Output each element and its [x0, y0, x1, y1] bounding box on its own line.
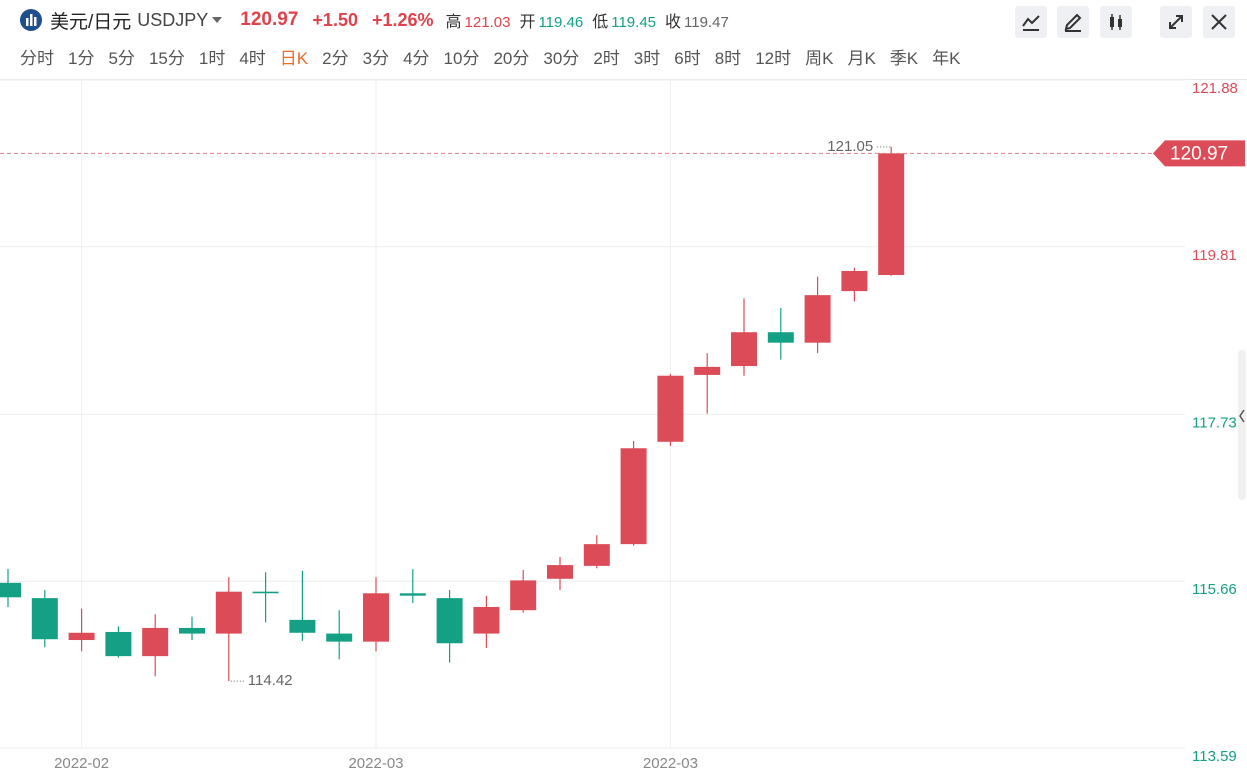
candle-body [510, 580, 537, 611]
candle-body [841, 270, 868, 292]
x-tick-label: 2022-02 [54, 755, 109, 772]
candle-body [289, 619, 316, 633]
candle-body [326, 633, 353, 642]
current-price-label: 120.97 [1170, 143, 1228, 164]
candle-body [363, 593, 389, 642]
tool-expand[interactable] [1160, 6, 1192, 38]
candle-body [694, 366, 721, 375]
y-tick-label: 119.81 [1192, 247, 1237, 264]
timeframe-tab[interactable]: 3分 [362, 49, 390, 68]
stat-value: 119.46 [538, 14, 584, 31]
timeframe-tab[interactable]: 2时 [593, 49, 620, 68]
y-tick-label: 121.88 [1192, 80, 1238, 97]
change: +1.50 [312, 9, 358, 30]
stat-label: 低 [592, 14, 609, 31]
scrollbar [1238, 350, 1246, 500]
candle-body [547, 565, 573, 579]
tool-close[interactable] [1203, 6, 1235, 38]
stat-value: 121.03 [464, 14, 511, 31]
max-label: 121.05 [827, 138, 873, 155]
candle-body [473, 606, 500, 634]
y-tick-label: 115.66 [1192, 581, 1237, 598]
stat-label: 收 [665, 14, 682, 31]
timeframe-tab[interactable]: 15分 [148, 49, 185, 68]
timeframe-tab[interactable]: 3时 [633, 49, 661, 68]
tool-draw[interactable] [1057, 6, 1089, 38]
header: 美元/日元 USDJPY 120.97 +1.50 +1.26% 高 121.03… [0, 0, 738, 40]
symbol-code[interactable]: USDJPY [137, 9, 209, 30]
y-tick-label: 117.73 [1192, 414, 1237, 431]
stats: 高 121.03 开 119.46 低 119.45 收 119.47 [446, 8, 738, 32]
timeframe-tab[interactable]: 20分 [493, 49, 530, 68]
x-tick-label: 2022-03 [643, 755, 698, 772]
candle-body [31, 598, 58, 640]
timeframe-tab[interactable]: 1时 [198, 49, 226, 68]
timeframe-tab[interactable]: 10分 [443, 49, 480, 68]
candle-body [252, 591, 279, 594]
min-label: 114.42 [248, 672, 293, 689]
candle-body [878, 153, 905, 276]
timeframe-tab[interactable]: 月K [847, 49, 876, 68]
timeframe-tab[interactable]: 5分 [108, 49, 135, 68]
candle-body [731, 332, 757, 367]
timeframe-tab[interactable]: 12时 [755, 49, 792, 68]
candle-body [804, 295, 831, 343]
candle-body [179, 627, 205, 634]
x-tick-label: 2022-03 [348, 755, 403, 772]
timeframe-tab[interactable]: 季K [889, 49, 919, 68]
dropdown-arrow[interactable] [212, 16, 223, 24]
candle-body [657, 375, 684, 442]
tool-line[interactable] [1015, 6, 1047, 38]
stat-value: 119.47 [684, 14, 729, 31]
current-price-tag [1153, 140, 1245, 167]
timeframe-tab[interactable]: 日K [279, 49, 309, 68]
timeframe-tab[interactable]: 30分 [543, 49, 580, 68]
timeframe-tab[interactable]: 4时 [239, 49, 266, 68]
candle-body [399, 593, 426, 596]
timeframe-tab[interactable]: 1分 [68, 49, 95, 68]
timeframe-tabs: 分时 1分 5分 15分 1时 4时 日K 2分 3分 4分 10分 20分 30分 2时 3时 6时 8时 12… [20, 44, 974, 69]
candle-body [215, 591, 242, 634]
timeframe-tab[interactable]: 4分 [403, 49, 430, 68]
candle-body [68, 632, 95, 641]
timeframe-tab[interactable]: 6时 [674, 49, 701, 68]
stat-label: 高 [445, 14, 462, 31]
timeframe-tab[interactable]: 8时 [714, 49, 742, 68]
price: 120.97 [240, 9, 299, 30]
candle-body [767, 332, 794, 343]
timeframe-tab[interactable]: 年K [932, 49, 961, 68]
stat-label: 开 [519, 14, 536, 31]
candle-body [142, 627, 169, 657]
timeframe-tab[interactable]: 分时 [20, 49, 54, 68]
logo [20, 9, 42, 31]
symbol-name: 美元/日元 [50, 11, 132, 33]
tool-candle[interactable] [1100, 6, 1132, 38]
scroll-arrow [1239, 409, 1245, 423]
y-tick-label: 113.59 [1192, 748, 1237, 765]
candle-body [583, 544, 610, 566]
candle-body [436, 598, 463, 644]
timeframe-tab[interactable]: 周K [805, 49, 834, 68]
timeframe-tab[interactable]: 2分 [322, 49, 349, 68]
candle-body [620, 448, 647, 545]
change-pct: +1.26% [371, 9, 434, 30]
candle-body [0, 582, 21, 598]
stat-value: 119.45 [611, 14, 656, 31]
candle-body [105, 631, 132, 657]
